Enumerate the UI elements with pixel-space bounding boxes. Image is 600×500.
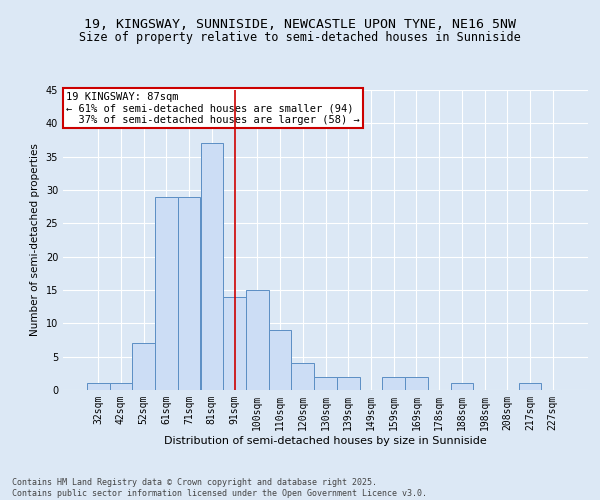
X-axis label: Distribution of semi-detached houses by size in Sunniside: Distribution of semi-detached houses by … (164, 436, 487, 446)
Y-axis label: Number of semi-detached properties: Number of semi-detached properties (30, 144, 40, 336)
Bar (292, 364, 314, 390)
Bar (246, 290, 269, 390)
Bar (87, 384, 110, 390)
Bar (200, 144, 223, 390)
Bar (110, 384, 133, 390)
Bar (451, 384, 473, 390)
Bar (155, 196, 178, 390)
Bar (405, 376, 428, 390)
Bar (223, 296, 246, 390)
Text: 19, KINGSWAY, SUNNISIDE, NEWCASTLE UPON TYNE, NE16 5NW: 19, KINGSWAY, SUNNISIDE, NEWCASTLE UPON … (84, 18, 516, 30)
Text: 19 KINGSWAY: 87sqm
← 61% of semi-detached houses are smaller (94)
  37% of semi-: 19 KINGSWAY: 87sqm ← 61% of semi-detache… (65, 92, 359, 124)
Bar (133, 344, 155, 390)
Bar (518, 384, 541, 390)
Bar (382, 376, 405, 390)
Bar (178, 196, 200, 390)
Text: Contains HM Land Registry data © Crown copyright and database right 2025.
Contai: Contains HM Land Registry data © Crown c… (12, 478, 427, 498)
Bar (337, 376, 359, 390)
Bar (314, 376, 337, 390)
Bar (269, 330, 292, 390)
Text: Size of property relative to semi-detached houses in Sunniside: Size of property relative to semi-detach… (79, 31, 521, 44)
